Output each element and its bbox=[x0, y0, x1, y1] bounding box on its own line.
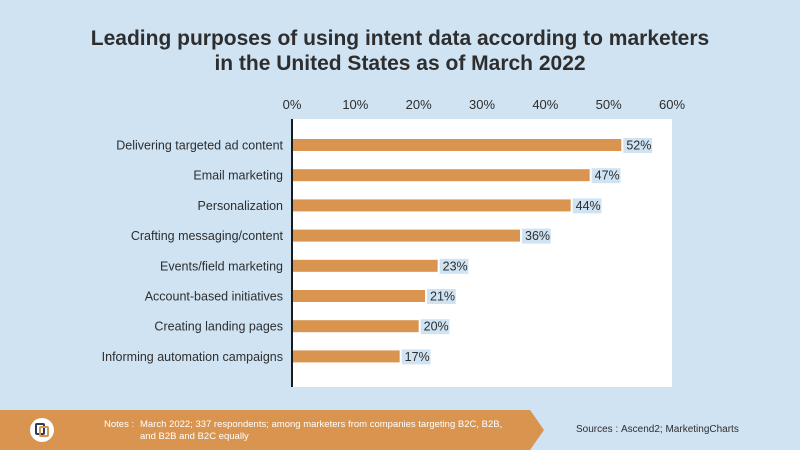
notes-panel-tip bbox=[530, 410, 544, 450]
value-label: 44% bbox=[576, 199, 601, 213]
category-label: Account-based initiatives bbox=[145, 290, 283, 304]
category-label: Delivering targeted ad content bbox=[116, 139, 283, 153]
marketingcharts-logo-icon bbox=[30, 418, 54, 442]
value-label: 52% bbox=[626, 139, 651, 153]
x-tick-label: 60% bbox=[659, 97, 685, 112]
category-label: Crafting messaging/content bbox=[131, 229, 284, 243]
sources-label: Sources : bbox=[576, 424, 619, 435]
value-label-background bbox=[401, 349, 431, 365]
category-label: Email marketing bbox=[193, 169, 283, 183]
bar bbox=[292, 350, 400, 363]
value-label-background bbox=[623, 138, 653, 153]
category-label: Informing automation campaigns bbox=[102, 350, 283, 364]
value-label: 17% bbox=[405, 350, 430, 364]
x-tick-label: 30% bbox=[469, 97, 495, 112]
bar bbox=[292, 199, 571, 212]
bar bbox=[292, 139, 622, 151]
footer: Notes : March 2022; 337 respondents; amo… bbox=[0, 410, 800, 450]
value-label-background bbox=[522, 228, 551, 244]
value-label-background bbox=[591, 168, 621, 184]
value-label-background bbox=[439, 258, 469, 274]
value-label: 21% bbox=[430, 290, 455, 304]
plot-area bbox=[291, 119, 672, 387]
value-label: 20% bbox=[424, 320, 449, 334]
value-label-background bbox=[420, 319, 450, 335]
bar bbox=[292, 290, 425, 302]
value-label-background bbox=[572, 198, 602, 214]
chart-title: Leading purposes of using intent data ac… bbox=[0, 26, 800, 76]
category-label: Events/field marketing bbox=[160, 259, 283, 273]
bar bbox=[292, 229, 520, 242]
x-tick-label: 40% bbox=[532, 97, 558, 112]
x-tick-label: 0% bbox=[283, 97, 302, 112]
notes-panel: Notes : March 2022; 337 respondents; amo… bbox=[0, 410, 530, 450]
bar bbox=[292, 320, 419, 333]
x-tick-label: 10% bbox=[342, 97, 368, 112]
notes-text: March 2022; 337 respondents; among marke… bbox=[140, 419, 503, 442]
bar bbox=[292, 169, 590, 182]
x-tick-label: 20% bbox=[406, 97, 432, 112]
chart-title-line-1: Leading purposes of using intent data ac… bbox=[90, 27, 710, 50]
value-label-background bbox=[427, 289, 456, 304]
value-label: 36% bbox=[525, 229, 550, 243]
category-label: Creating landing pages bbox=[154, 320, 283, 334]
sources-text: Ascend2; MarketingCharts bbox=[621, 424, 739, 435]
bar bbox=[292, 259, 438, 272]
value-label: 23% bbox=[443, 259, 468, 273]
notes-label: Notes : bbox=[104, 419, 135, 430]
category-label: Personalization bbox=[198, 199, 284, 213]
x-tick-label: 50% bbox=[596, 97, 622, 112]
value-label: 47% bbox=[595, 169, 620, 183]
chart-title-line-2: in the United States as of March 2022 bbox=[214, 52, 586, 75]
